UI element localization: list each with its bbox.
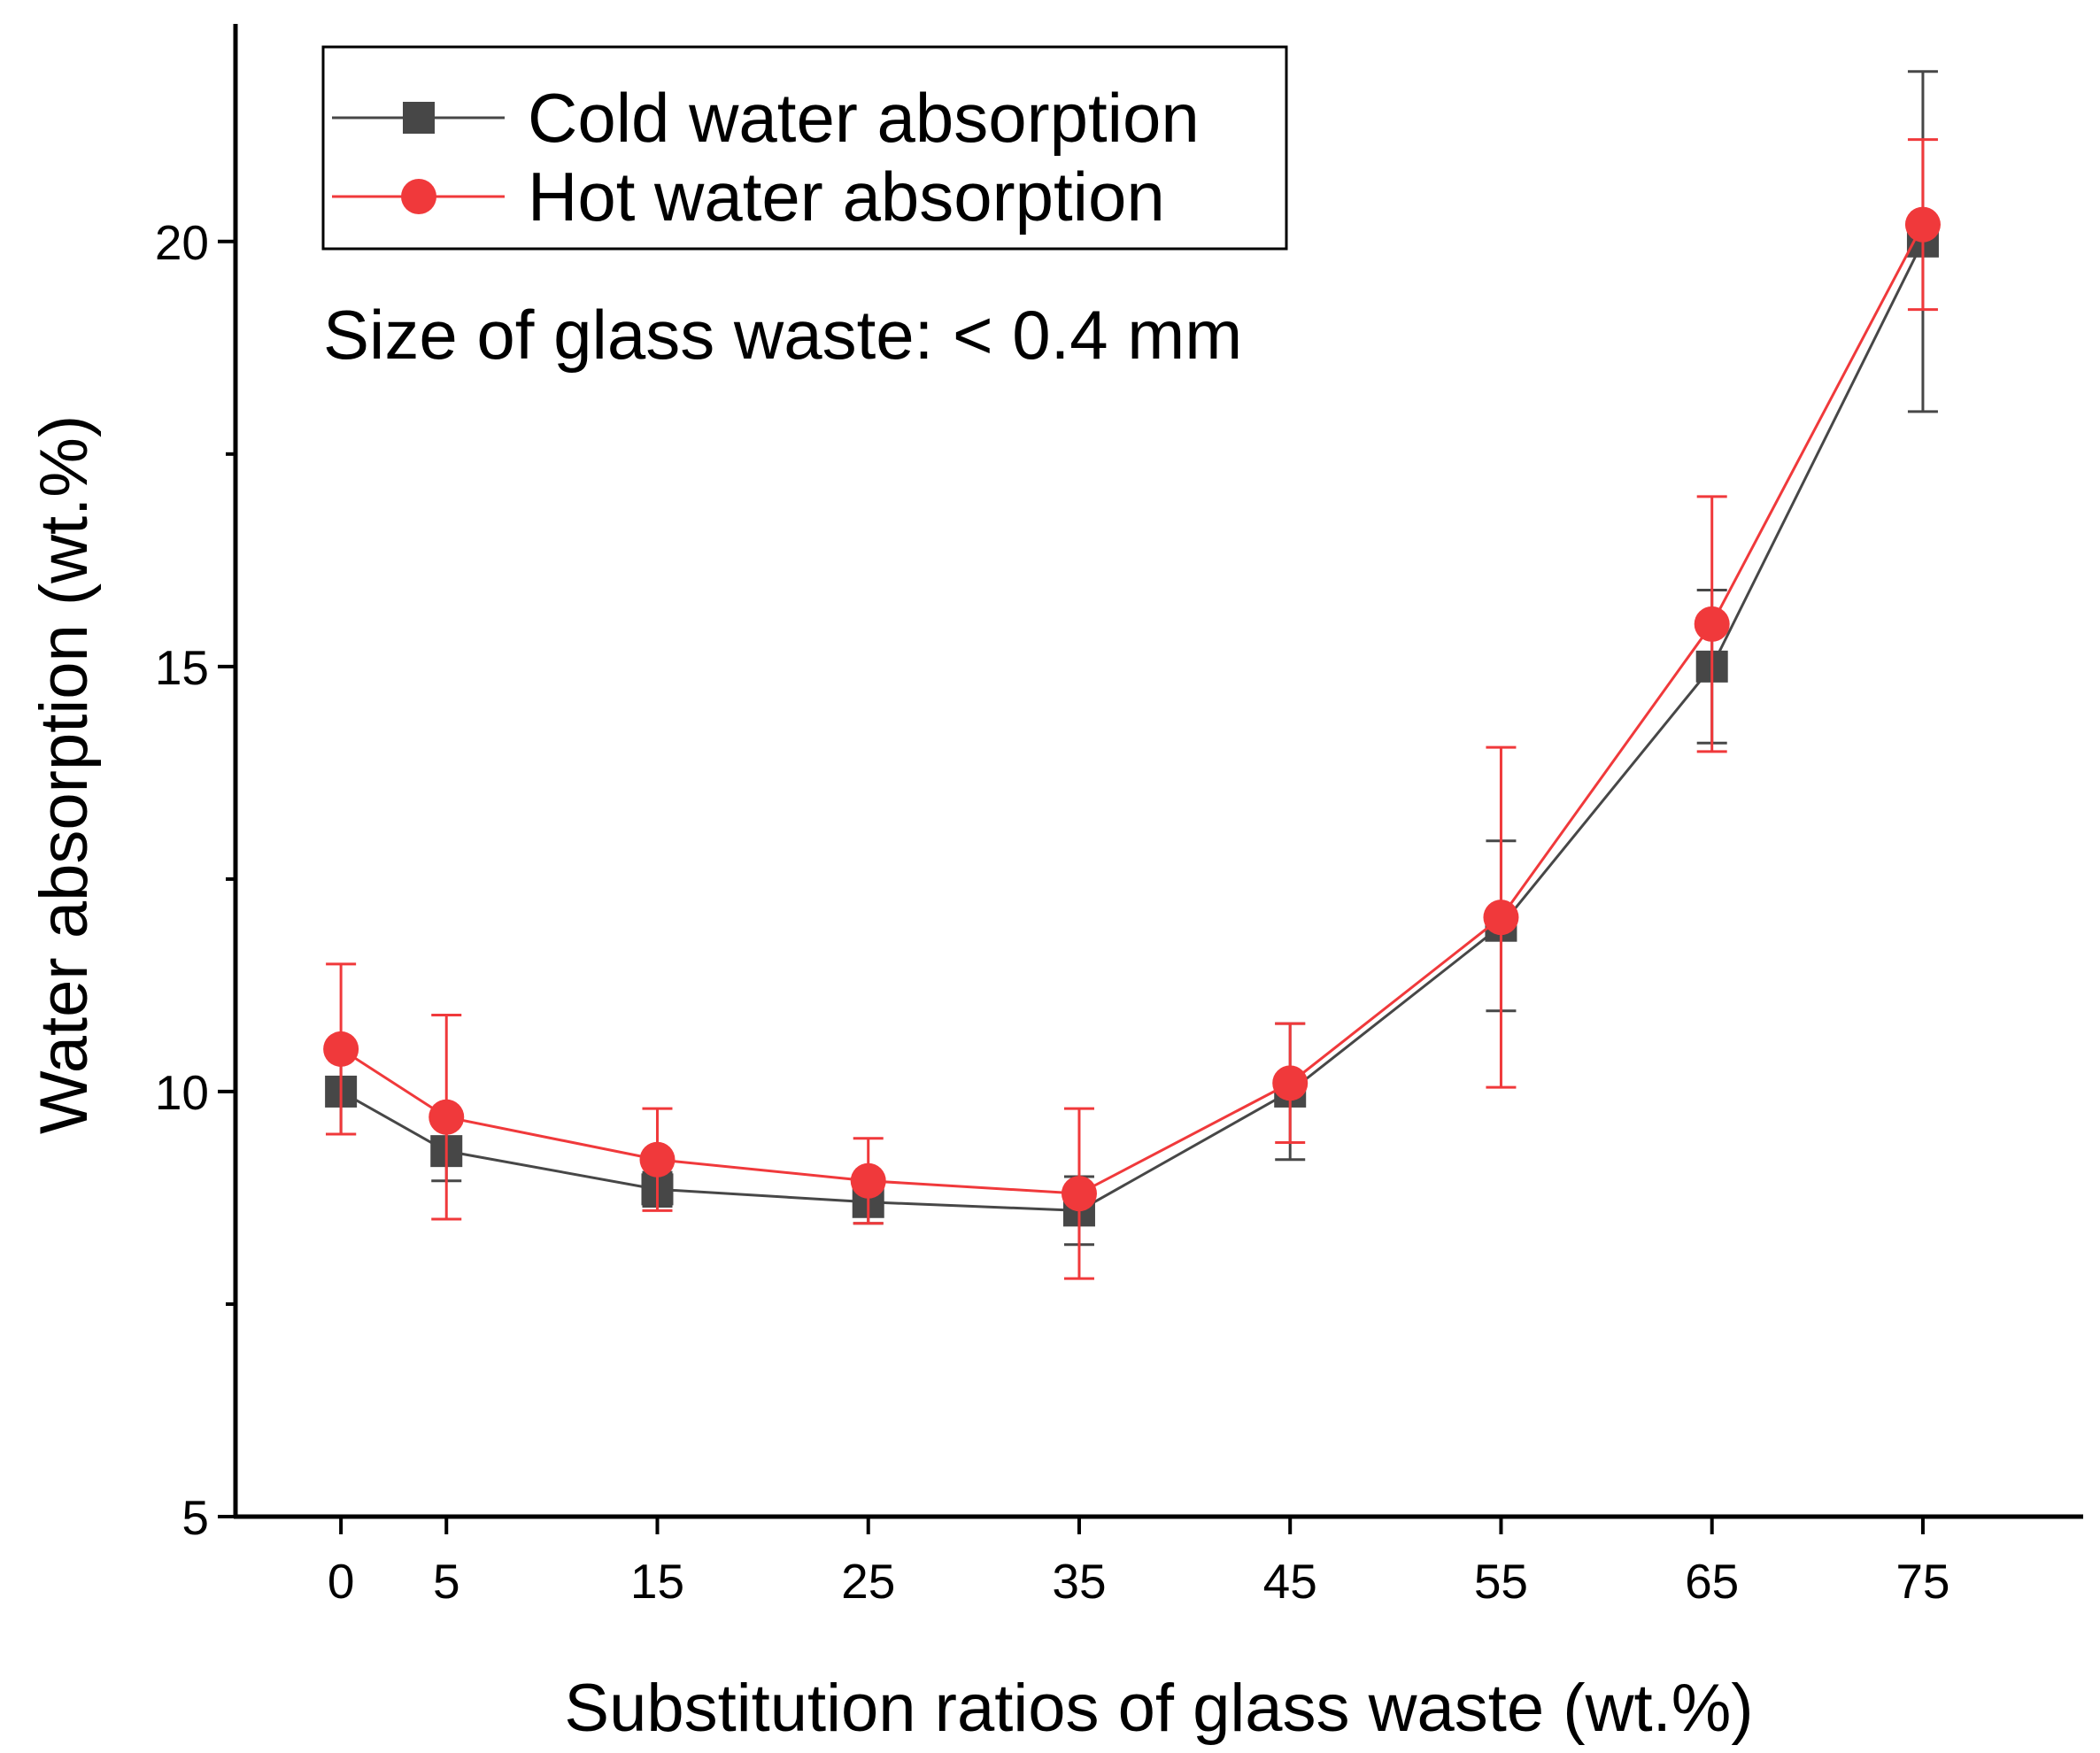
- legend-circle-marker: [401, 179, 436, 214]
- data-point-circle: [1694, 606, 1730, 642]
- plot-marks: [323, 70, 1941, 1280]
- y-tick-label: 10: [155, 1065, 209, 1120]
- legend-label: Cold water absorption: [528, 79, 1200, 157]
- data-point-circle: [1483, 900, 1519, 936]
- legend-square-marker: [403, 102, 435, 134]
- x-tick-label: 65: [1685, 1554, 1739, 1609]
- x-tick-label: 0: [328, 1554, 355, 1609]
- x-tick-label: 75: [1895, 1554, 1949, 1609]
- data-point-circle: [850, 1162, 886, 1199]
- axes: 5 10 15 20 0 5 15 25 35 45 55 65 75: [155, 24, 2083, 1609]
- legend-box: [321, 45, 1288, 251]
- legend-label: Hot water absorption: [528, 158, 1165, 236]
- x-tick-label: 5: [433, 1554, 460, 1609]
- annotation-text: Size of glass waste: < 0.4 mm: [323, 296, 1242, 374]
- x-tick-label: 25: [841, 1554, 895, 1609]
- x-tick-label: 35: [1052, 1554, 1106, 1609]
- data-point-circle: [1904, 206, 1941, 243]
- x-axis-label: Substitution ratios of glass waste (wt.%…: [564, 1671, 1753, 1746]
- data-point-circle: [428, 1099, 465, 1135]
- y-axis-label: Water absorption (wt.%): [27, 415, 102, 1134]
- data-point-circle: [1272, 1065, 1309, 1101]
- data-point-circle: [1061, 1176, 1097, 1212]
- series-line: [340, 241, 1925, 1212]
- y-tick-label: 20: [155, 215, 209, 270]
- y-tick-label: 15: [155, 640, 209, 695]
- data-point-circle: [323, 1031, 359, 1067]
- series-hot: [323, 138, 1941, 1280]
- x-tick-label: 55: [1474, 1554, 1528, 1609]
- x-tick-label: 45: [1263, 1554, 1317, 1609]
- y-tick-label: 5: [181, 1490, 209, 1545]
- data-point-circle: [639, 1141, 676, 1178]
- x-tick-label: 15: [630, 1554, 684, 1609]
